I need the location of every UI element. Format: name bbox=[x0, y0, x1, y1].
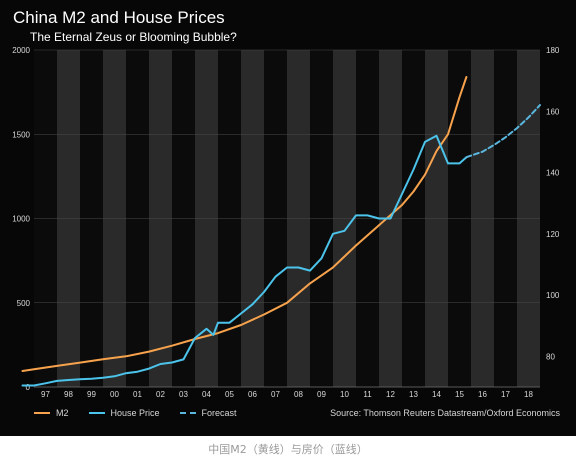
x-tick-label: 13 bbox=[409, 390, 418, 399]
legend-item-house-price: House Price bbox=[88, 408, 160, 418]
chart-subtitle: The Eternal Zeus or Blooming Bubble? bbox=[30, 30, 237, 44]
x-tick-label: 98 bbox=[64, 390, 73, 399]
x-tick-label: 11 bbox=[363, 390, 372, 399]
x-tick-label: 12 bbox=[386, 390, 395, 399]
x-tick-label: 03 bbox=[179, 390, 188, 399]
image-caption: 中国M2（黄线）与房价（蓝线） bbox=[208, 443, 368, 456]
legend-swatch-forecast bbox=[179, 412, 196, 414]
x-tick-label: 08 bbox=[294, 390, 303, 399]
x-tick-label: 10 bbox=[340, 390, 349, 399]
x-tick-label: 99 bbox=[87, 390, 96, 399]
series-lines bbox=[21, 76, 541, 387]
x-tick-label: 02 bbox=[156, 390, 165, 399]
x-tick-label: 04 bbox=[202, 390, 211, 399]
y-right-tick-label: 80 bbox=[546, 352, 555, 361]
source-note: Source: Thomson Reuters Datastream/Oxfor… bbox=[330, 408, 560, 418]
legend-item-forecast: Forecast bbox=[179, 408, 237, 418]
x-tick-label: 07 bbox=[271, 390, 280, 399]
chart-panel: 0 500 1000 1500 2000 80 100 120 140 160 180 97 98 9… bbox=[0, 0, 576, 436]
y-left-tick-label: 500 bbox=[17, 299, 31, 308]
x-tick-label: 97 bbox=[41, 390, 50, 399]
legend: M2 House Price Forecast bbox=[34, 408, 237, 418]
legend-label-forecast: Forecast bbox=[201, 408, 237, 418]
x-tick-label: 14 bbox=[432, 390, 441, 399]
legend-label-m2: M2 bbox=[56, 408, 69, 418]
y-left-tick-label: 2000 bbox=[12, 46, 30, 55]
y-right-tick-label: 120 bbox=[546, 230, 560, 239]
chart-title: China M2 and House Prices bbox=[13, 8, 225, 27]
series-line-m2 bbox=[21, 76, 468, 372]
x-tick-label: 09 bbox=[317, 390, 326, 399]
y-right-tick-label: 100 bbox=[546, 291, 560, 300]
x-tick-label: 01 bbox=[133, 390, 142, 399]
y-right-tick-label: 180 bbox=[546, 46, 560, 55]
legend-label-house-price: House Price bbox=[110, 408, 160, 418]
legend-item-m2: M2 bbox=[34, 408, 69, 418]
x-tick-label: 06 bbox=[248, 390, 257, 399]
legend-swatch-m2 bbox=[34, 412, 50, 414]
series-line-house-price bbox=[21, 134, 468, 387]
x-tick-label: 15 bbox=[455, 390, 464, 399]
x-tick-label: 18 bbox=[524, 390, 533, 399]
y-left-tick-label: 1000 bbox=[12, 215, 30, 224]
y-axis-left: 0 500 1000 1500 2000 bbox=[12, 46, 30, 392]
x-axis: 97 98 99 00 01 02 03 04 05 06 07 08 09 10 11 12 13 14 15 16… bbox=[34, 386, 540, 399]
y-right-tick-label: 160 bbox=[546, 107, 560, 116]
x-tick-label: 17 bbox=[501, 390, 510, 399]
series-line-forecast bbox=[465, 104, 541, 159]
y-left-tick-label: 0 bbox=[26, 383, 31, 392]
x-tick-label: 05 bbox=[225, 390, 234, 399]
y-right-tick-label: 140 bbox=[546, 169, 560, 178]
y-left-tick-label: 1500 bbox=[12, 130, 30, 139]
y-axis-right: 80 100 120 140 160 180 bbox=[546, 46, 560, 361]
x-tick-label: 16 bbox=[478, 390, 487, 399]
legend-swatch-house-price bbox=[88, 412, 105, 414]
x-tick-label: 00 bbox=[110, 390, 119, 399]
